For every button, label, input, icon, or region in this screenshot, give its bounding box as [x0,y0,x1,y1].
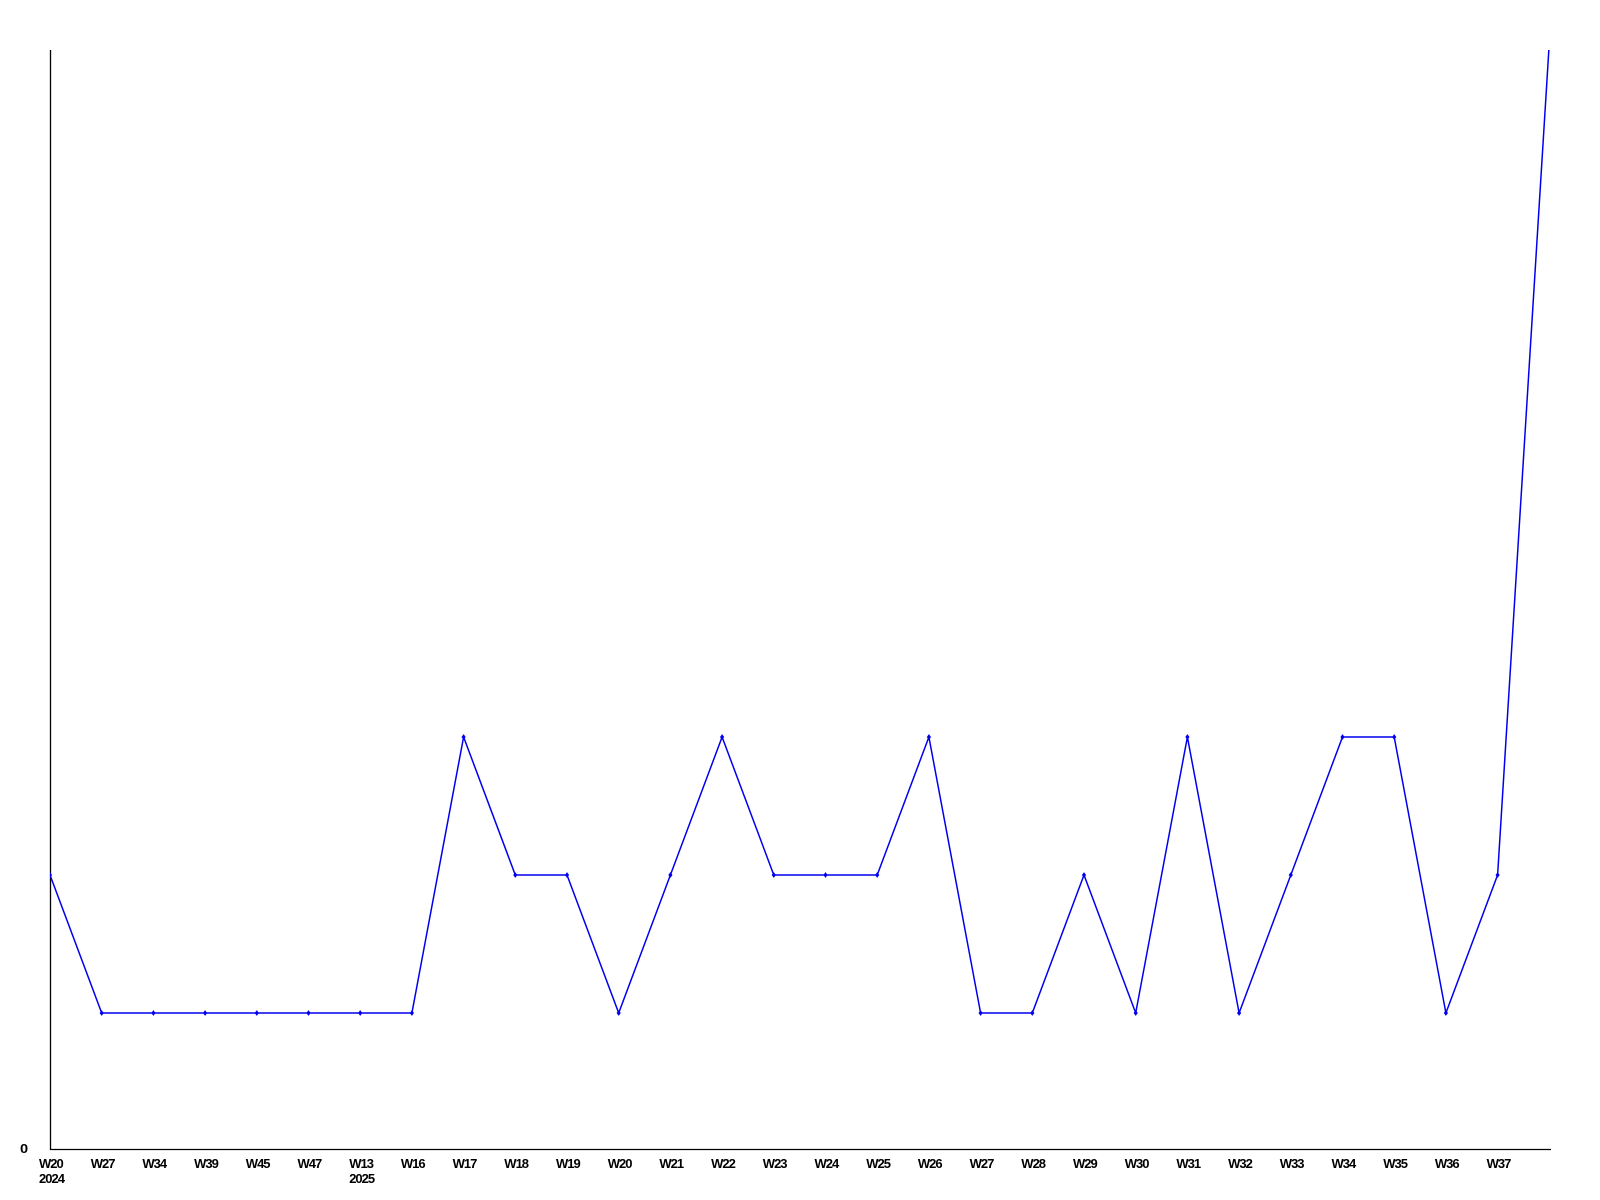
svg-text:W30: W30 [1125,1156,1150,1171]
svg-text:W25: W25 [866,1156,891,1171]
svg-text:W35: W35 [1383,1156,1408,1171]
svg-text:W24: W24 [815,1156,841,1171]
svg-text:W27: W27 [91,1156,116,1171]
svg-text:W26: W26 [918,1156,943,1171]
svg-text:W47: W47 [298,1156,323,1171]
svg-text:W29: W29 [1073,1156,1098,1171]
svg-text:2025: 2025 [349,1171,375,1186]
svg-text:W18: W18 [504,1156,529,1171]
svg-text:W17: W17 [453,1156,478,1171]
svg-text:W16: W16 [401,1156,426,1171]
svg-text:W21: W21 [659,1156,684,1171]
svg-text:W45: W45 [246,1156,270,1171]
svg-text:W23: W23 [763,1156,788,1171]
svg-text:0: 0 [20,1141,28,1156]
svg-text:W22: W22 [711,1156,736,1171]
svg-text:W27: W27 [970,1156,995,1171]
svg-text:W19: W19 [556,1156,581,1171]
svg-text:W28: W28 [1021,1156,1046,1171]
svg-text:W32: W32 [1228,1156,1253,1171]
svg-text:W33: W33 [1280,1156,1305,1171]
svg-text:2024: 2024 [39,1171,66,1186]
svg-text:W20: W20 [608,1156,633,1171]
svg-text:W34: W34 [1332,1156,1358,1171]
svg-text:W31: W31 [1176,1156,1201,1171]
svg-text:W20: W20 [39,1156,64,1171]
svg-text:W39: W39 [194,1156,219,1171]
svg-text:W34: W34 [142,1156,168,1171]
svg-text:W13: W13 [349,1156,374,1171]
svg-text:W36: W36 [1435,1156,1460,1171]
svg-text:W37: W37 [1487,1156,1512,1171]
